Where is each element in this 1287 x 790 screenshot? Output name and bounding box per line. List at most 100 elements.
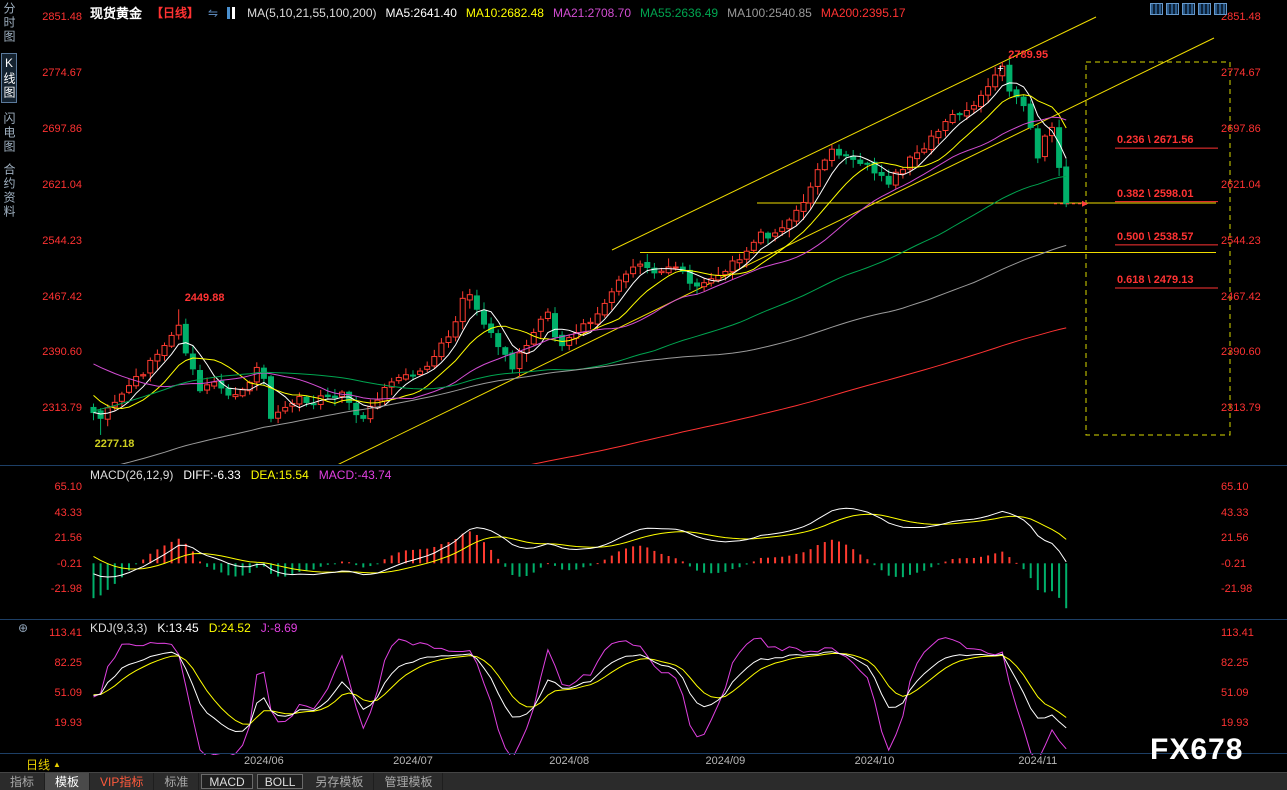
price-axis-label-left: 2621.04 xyxy=(42,178,82,191)
j-line xyxy=(93,637,1067,755)
ma-lines xyxy=(93,82,1088,464)
macd-axis-label-left: -0.21 xyxy=(56,557,82,570)
ma55-line xyxy=(93,175,1067,412)
price-axis-label-left: 2467.42 xyxy=(42,290,82,303)
period-tag: 【日线】 xyxy=(151,6,200,20)
x-axis-label: 2024/07 xyxy=(393,755,433,767)
bottom-tab-bar: 指标 模板 VIP指标 标准 MACD BOLL 另存模板 管理模板 xyxy=(0,772,1287,790)
sidebar-item-tick-chart[interactable]: 闪电图 xyxy=(2,112,16,154)
instrument-title: 现货黄金 xyxy=(90,6,143,21)
ma200-line xyxy=(531,327,1067,464)
candle-chart-icon xyxy=(227,6,239,19)
sidebar-item-kline-chart[interactable]: K线图 xyxy=(1,53,17,103)
price-axis-label-left: 2390.60 xyxy=(42,346,82,359)
layout-cascade-icon[interactable] xyxy=(1182,3,1195,15)
ma5-value: MA5:2641.40 xyxy=(385,5,457,20)
period-selector[interactable]: 日线 ▲ xyxy=(26,756,61,773)
price-axis-label-right: 2851.48 xyxy=(1221,11,1261,24)
fib-level-label: 0.618 \ 2479.13 xyxy=(1117,274,1194,287)
period-label: 日线 xyxy=(26,758,51,772)
d-line xyxy=(93,653,1067,725)
ma100-line xyxy=(120,244,1067,464)
diff-line xyxy=(93,507,1067,578)
x-axis-label: 2024/06 xyxy=(244,755,284,767)
chart-drawings xyxy=(338,16,1231,464)
x-axis-label: 2024/08 xyxy=(549,755,590,767)
ma100-value: MA100:2540.85 xyxy=(727,5,812,20)
ma55-value: MA55:2636.49 xyxy=(640,5,719,20)
kdj-params-label: KDJ(9,3,3) xyxy=(90,621,148,635)
macd-diff-value: DIFF:-6.33 xyxy=(183,468,241,482)
k-line xyxy=(93,651,1067,733)
price-axis-label-right: 2544.23 xyxy=(1221,234,1261,247)
macd-macd-value: MACD:-43.74 xyxy=(318,468,392,482)
period-high-label: 2789.95 xyxy=(1008,48,1049,61)
kdj-axis-label-left: 82.25 xyxy=(54,657,82,670)
kdj-axis-label-right: 82.25 xyxy=(1221,657,1249,670)
ma10-value: MA10:2682.48 xyxy=(465,5,544,20)
macd-axis-label-right: 43.33 xyxy=(1221,506,1249,519)
kdj-plot xyxy=(93,637,1067,755)
compare-icon: ⇋ xyxy=(208,5,219,20)
layout-horizontal-icon[interactable] xyxy=(1214,3,1227,15)
ma21-value: MA21:2708.70 xyxy=(552,5,632,20)
kdj-axis-label-right: 51.09 xyxy=(1221,687,1249,700)
macd-axis-label-right: -0.21 xyxy=(1221,557,1247,570)
layout-vertical-icon[interactable] xyxy=(1198,3,1211,15)
x-axis-label: 2024/10 xyxy=(854,755,895,767)
price-axis-label-right: 2621.04 xyxy=(1221,178,1261,191)
kdj-axis-label-right: 19.93 xyxy=(1221,717,1249,730)
candlestick-series xyxy=(90,59,1070,435)
tab-save-template[interactable]: 另存模板 xyxy=(305,773,375,790)
tab-indicators[interactable]: 指标 xyxy=(0,773,46,790)
fib-retracement-box xyxy=(1085,61,1231,436)
kdj-d-value: D:24.52 xyxy=(208,621,251,635)
kdj-axis-label-right: 113.41 xyxy=(1221,627,1254,640)
macd-dea-value: DEA:15.54 xyxy=(250,468,309,482)
sidebar-item-timeshare-chart[interactable]: 分时图 xyxy=(2,2,16,44)
macd-axis-label-right: -21.98 xyxy=(1221,583,1253,596)
kdj-header: KDJ(9,3,3) K:13.45 D:24.52 J:-8.69 xyxy=(90,621,297,635)
ma-values-readout: MA5:2641.40 MA10:2682.48 MA21:2708.70 MA55:… xyxy=(386,6,906,20)
price-axis-label-right: 2390.60 xyxy=(1221,346,1261,359)
x-axis-label: 2024/09 xyxy=(705,755,746,767)
price-axis-label-right: 2313.79 xyxy=(1221,402,1261,415)
tab-vip-indicators[interactable]: VIP指标 xyxy=(90,773,155,790)
period-low-label: 2277.18 xyxy=(94,437,135,450)
ma5-line xyxy=(93,82,1067,415)
tab-standard[interactable]: 标准 xyxy=(154,773,200,790)
ma-params-label: MA(5,10,21,55,100,200) xyxy=(247,5,377,20)
tab-boll[interactable]: BOLL xyxy=(256,774,304,789)
chart-type-sidebar: 分时图 K线图闪电图合约资料 xyxy=(0,2,18,219)
kdj-axis-label-left: 113.41 xyxy=(49,627,82,640)
sidebar-item-contract-info[interactable]: 合约资料 xyxy=(2,163,16,219)
fib-level-label: 0.236 \ 2671.56 xyxy=(1117,134,1194,147)
panel-expand-icon[interactable]: ⊕ xyxy=(18,621,29,635)
layout-tile-icon[interactable] xyxy=(1166,3,1179,15)
kdj-axis-label-left: 19.93 xyxy=(54,717,82,730)
kdj-axis-label-left: 51.09 xyxy=(54,687,82,700)
peak-cross-marker: + xyxy=(997,62,1004,75)
period-dropdown-icon: ▲ xyxy=(53,760,61,769)
tab-templates[interactable]: 模板 xyxy=(45,773,91,790)
macd-axis-label-left: 21.56 xyxy=(54,532,82,545)
chart-header: 现货黄金 【日线】 ⇋ MA(5,10,21,55,100,200) MA5:2… xyxy=(90,3,906,22)
ma10-line xyxy=(93,94,1067,410)
window-controls xyxy=(1150,3,1227,15)
x-axis-label: 2024/11 xyxy=(1018,755,1058,767)
ma21-line xyxy=(93,116,1067,400)
price-axis-label-right: 2697.86 xyxy=(1221,122,1261,135)
layout-grid-icon[interactable] xyxy=(1150,3,1163,15)
tab-manage-template[interactable]: 管理模板 xyxy=(374,773,444,790)
ma200-value: MA200:2395.17 xyxy=(820,5,906,20)
fib-level-label: 0.382 \ 2598.01 xyxy=(1117,187,1194,200)
price-axis-label-right: 2467.42 xyxy=(1221,290,1261,303)
trendline-1 xyxy=(611,16,1097,251)
tab-macd[interactable]: MACD xyxy=(201,774,253,789)
price-axis-label-left: 2851.48 xyxy=(42,11,82,24)
dea-line xyxy=(93,513,1067,574)
macd-axis-label-left: 65.10 xyxy=(54,481,82,494)
macd-axis-label-left: -21.98 xyxy=(50,583,82,596)
price-axis-label-left: 2697.86 xyxy=(42,122,82,135)
